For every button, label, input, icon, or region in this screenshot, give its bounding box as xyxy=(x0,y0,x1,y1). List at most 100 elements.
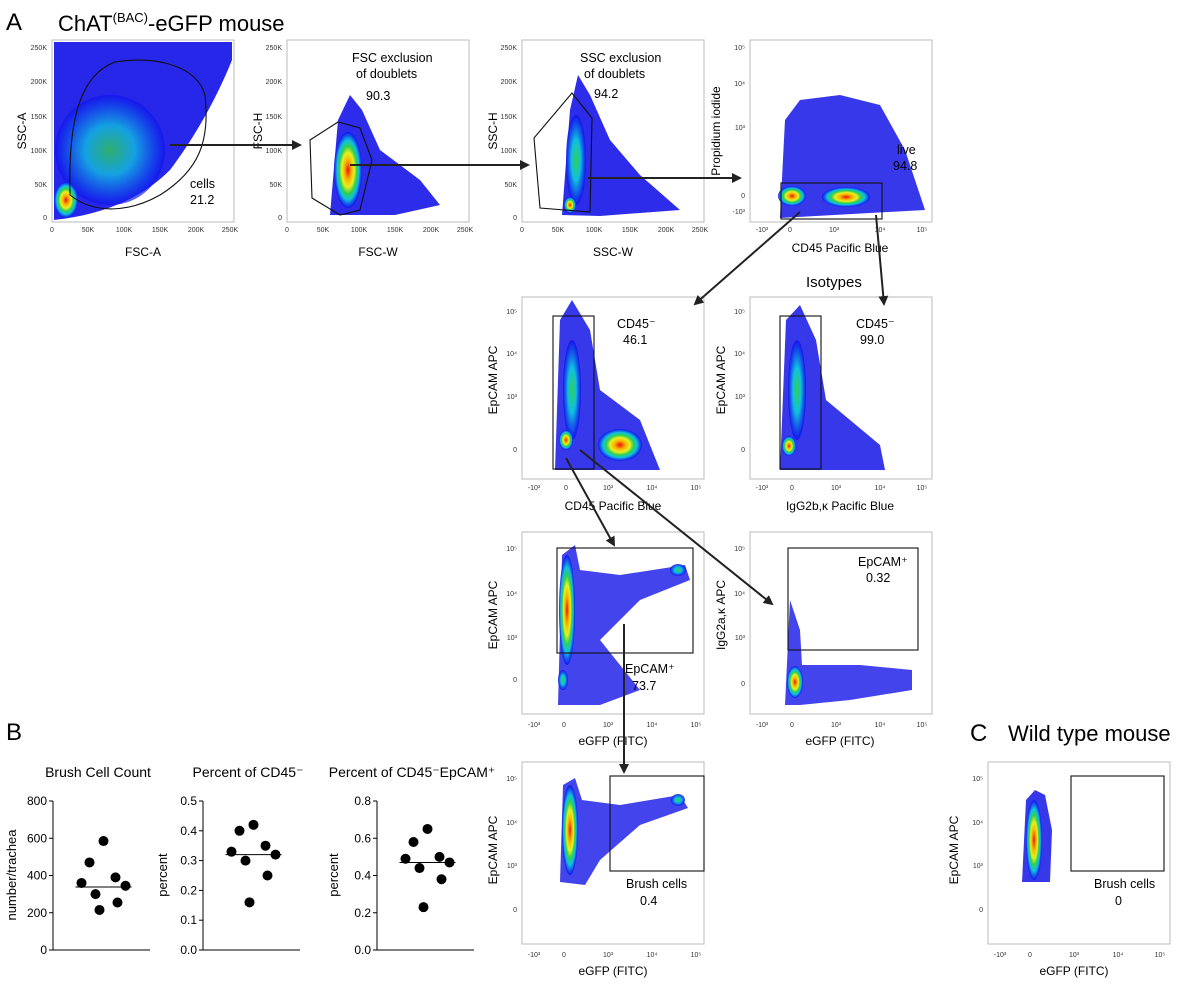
y-axis-label: percent xyxy=(326,853,341,897)
x-tick: -10³ xyxy=(756,722,769,729)
y-axis-label: FSC-H xyxy=(251,113,265,150)
x-axis-label: SSC-W xyxy=(593,245,634,259)
chart-title: Percent of CD45⁻ xyxy=(193,764,304,780)
density-cloud xyxy=(1022,790,1052,882)
x-tick: 150K xyxy=(387,227,404,234)
y-tick: 10⁵ xyxy=(506,546,517,553)
x-tick: 10⁴ xyxy=(875,227,886,234)
x-tick: 0 xyxy=(790,485,794,492)
gate-value: 99.0 xyxy=(860,333,884,347)
y-tick: 50K xyxy=(270,182,283,189)
y-tick: 0 xyxy=(513,215,517,222)
density-cloud xyxy=(330,95,440,215)
data-point xyxy=(226,846,237,857)
y-tick: 200K xyxy=(501,79,518,86)
data-point xyxy=(112,897,123,908)
x-tick: 10⁴ xyxy=(875,485,886,492)
y-tick: 150K xyxy=(501,114,518,121)
x-tick: 150K xyxy=(152,227,169,234)
gate-name: live xyxy=(897,143,916,157)
density-cloud xyxy=(562,75,680,216)
x-tick: 10⁵ xyxy=(917,227,928,234)
y-tick: -10³ xyxy=(733,209,746,216)
x-tick: -10³ xyxy=(994,952,1007,959)
data-point xyxy=(120,880,131,891)
y-axis-label: EpCAM APC xyxy=(486,815,500,884)
data-point xyxy=(76,877,87,888)
chart-title: Percent of CD45⁻EpCAM⁺ xyxy=(329,764,496,780)
y-tick-label: 0.4 xyxy=(354,869,371,883)
y-tick: 10⁴ xyxy=(734,351,745,358)
gate-value: 94.2 xyxy=(594,87,618,101)
y-axis-label: IgG2a,κ APC xyxy=(714,580,728,650)
brush-cell-count-chart: Brush Cell Count number/trachea 0 200 400 6… xyxy=(4,764,151,957)
y-tick: 0 xyxy=(741,193,745,200)
y-tick: 10⁴ xyxy=(734,591,745,598)
y-tick: 50K xyxy=(505,182,518,189)
y-tick: 10⁵ xyxy=(734,309,745,316)
y-tick: 250K xyxy=(31,45,48,52)
y-tick-label: 200 xyxy=(27,906,47,920)
x-tick: 10⁴ xyxy=(647,485,658,492)
flow-plot-isotype-cd45: CD45⁻ 99.0 EpCAM APC IgG2b,κ Pacific Blu… xyxy=(714,296,933,513)
percent-cd45-chart: Percent of CD45⁻ percent 0.0 0.1 0.2 0.3 0.4… xyxy=(155,764,303,957)
flow-plot-brush-cells: Brush cells 0.4 EpCAM APC eGFP (FITC) -1… xyxy=(486,761,705,978)
y-axis-label: percent xyxy=(155,853,170,897)
x-tick: -10³ xyxy=(528,722,541,729)
flow-plot-live: live 94.8 Propidium iodide CD45 Pacific … xyxy=(709,39,933,255)
arrow-live-to-isotype xyxy=(875,214,889,306)
y-axis-label: SSC-H xyxy=(486,112,500,149)
x-axis-label: CD45 Pacific Blue xyxy=(565,499,662,513)
y-tick: 10⁴ xyxy=(506,591,517,598)
gate-value: 0.32 xyxy=(866,571,890,585)
ssc-doublet-gate xyxy=(533,92,593,213)
y-tick: 250K xyxy=(266,45,283,52)
y-axis-label: Propidium iodide xyxy=(709,86,723,176)
isotypes-label: Isotypes xyxy=(806,274,862,291)
data-point xyxy=(436,874,447,885)
y-tick: 10³ xyxy=(735,394,746,401)
x-tick: 0 xyxy=(520,227,524,234)
data-point xyxy=(244,897,255,908)
cells-gate xyxy=(69,59,207,210)
arrow-cd45-to-isotype-epcam xyxy=(579,449,774,606)
panel-c-title: Wild type mouse xyxy=(1008,721,1171,746)
y-tick: 0 xyxy=(513,447,517,454)
data-point xyxy=(260,840,271,851)
y-tick: 100K xyxy=(266,148,283,155)
y-tick: 0 xyxy=(741,681,745,688)
gate-name-line2: of doublets xyxy=(356,67,417,81)
x-tick: 10⁵ xyxy=(917,485,928,492)
flow-plot-cd45-neg: CD45⁻ 46.1 EpCAM APC CD45 Pacific Blue -… xyxy=(486,296,705,513)
y-tick: 10³ xyxy=(507,394,518,401)
x-tick: 10⁴ xyxy=(647,952,658,959)
panel-b-letter: B xyxy=(6,719,22,746)
y-tick-labels: 0.0 0.1 0.2 0.3 0.4 0.5 xyxy=(180,794,300,957)
plot-frame xyxy=(987,761,1171,945)
data-point xyxy=(434,851,445,862)
gate-name-line1: FSC exclusion xyxy=(352,51,433,65)
gate-name: Brush cells xyxy=(1094,877,1155,891)
data-point xyxy=(98,836,109,847)
x-tick: 0 xyxy=(562,722,566,729)
data-point xyxy=(240,855,251,866)
density-cloud xyxy=(780,305,885,470)
flow-plot-fsc-doublets: FSC exclusion of doublets 90.3 FSC-H FSC… xyxy=(251,39,473,259)
data-point xyxy=(422,823,433,834)
x-tick: 100K xyxy=(351,227,368,234)
y-tick: 10³ xyxy=(507,635,518,642)
x-tick: 10³ xyxy=(1069,952,1080,959)
x-tick: 10³ xyxy=(831,485,842,492)
y-tick: 10³ xyxy=(735,125,746,132)
data-point xyxy=(262,870,273,881)
data-point xyxy=(84,857,95,868)
x-axis-label: FSC-W xyxy=(358,245,398,259)
y-tick: 10³ xyxy=(735,635,746,642)
cd45-neg-gate xyxy=(552,315,595,470)
x-tick: -10³ xyxy=(756,227,769,234)
x-tick: 100K xyxy=(586,227,603,234)
x-tick: -10³ xyxy=(528,952,541,959)
gate-value: 21.2 xyxy=(190,193,214,207)
y-tick: 0 xyxy=(278,215,282,222)
